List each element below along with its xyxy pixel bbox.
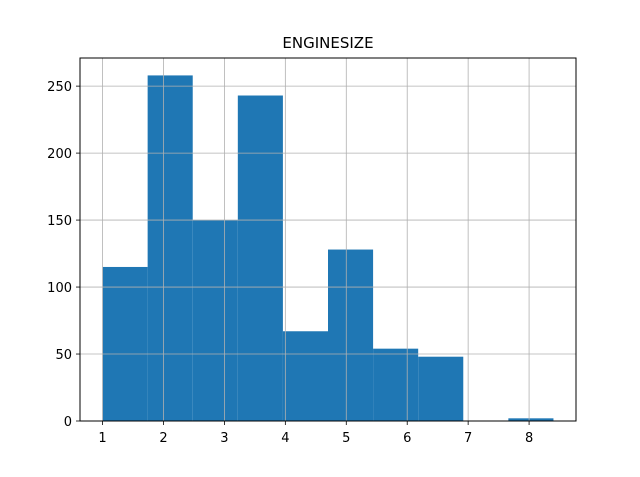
chart-title: ENGINESIZE <box>282 34 373 52</box>
y-tick-label-100: 100 <box>47 281 72 296</box>
x-tick-label-6: 6 <box>403 431 411 446</box>
x-tick-label-8: 8 <box>525 431 533 446</box>
histogram-bar-1 <box>102 266 148 421</box>
y-tick-label-0: 0 <box>64 415 72 430</box>
histogram-bar-10 <box>508 418 554 421</box>
x-tick-label-5: 5 <box>342 431 350 446</box>
bars-layer <box>102 75 554 422</box>
y-axis: 0 50 100 150 200 250 <box>47 80 80 430</box>
x-tick-label-1: 1 <box>98 431 106 446</box>
x-tick-label-3: 3 <box>220 431 228 446</box>
y-tick-label-50: 50 <box>55 348 72 363</box>
y-tick-label-200: 200 <box>47 147 72 162</box>
histogram-bar-3 <box>192 220 238 421</box>
plot-frame <box>79 57 577 422</box>
x-tick-label-2: 2 <box>159 431 167 446</box>
histogram-bar-8 <box>418 356 464 421</box>
histogram-bar-7 <box>373 348 419 421</box>
y-tick-label-250: 250 <box>47 80 72 95</box>
x-axis: 1 2 3 4 5 6 7 8 <box>98 421 533 446</box>
x-tick-label-4: 4 <box>281 431 289 446</box>
histogram-bar-2 <box>147 75 193 422</box>
histogram-bar-6 <box>328 249 374 421</box>
x-tick-label-7: 7 <box>464 431 472 446</box>
histogram-bar-4 <box>237 95 283 422</box>
y-tick-label-150: 150 <box>47 214 72 229</box>
histogram-bar-5 <box>282 331 328 421</box>
gridlines-layer <box>80 58 576 422</box>
